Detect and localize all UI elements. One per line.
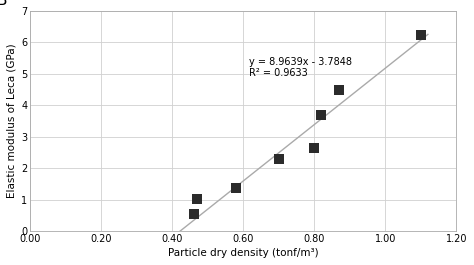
Point — [417, 32, 425, 37]
Point — [190, 212, 197, 216]
Point — [335, 88, 343, 92]
Y-axis label: Elastic modulus of Leca (GPa): Elastic modulus of Leca (GPa) — [7, 44, 17, 198]
Point — [232, 186, 240, 190]
X-axis label: Particle dry density (tonf/m³): Particle dry density (tonf/m³) — [168, 248, 319, 258]
Point — [318, 113, 325, 117]
Text: y = 8.9639x - 3.7848
R² = 0.9633: y = 8.9639x - 3.7848 R² = 0.9633 — [248, 56, 352, 78]
Point — [275, 157, 283, 161]
Point — [310, 146, 318, 150]
Text: B: B — [0, 0, 8, 8]
Point — [193, 197, 201, 201]
